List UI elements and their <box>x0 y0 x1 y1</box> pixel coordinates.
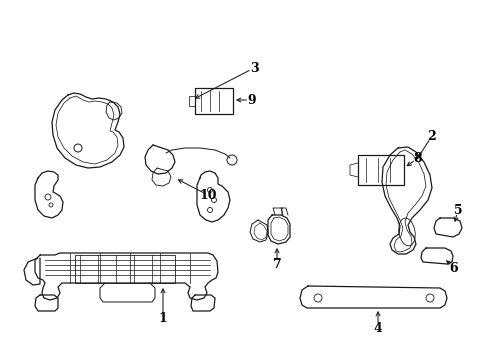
Text: 7: 7 <box>272 257 281 270</box>
Bar <box>357 155 403 185</box>
Text: 4: 4 <box>373 321 382 334</box>
Text: 6: 6 <box>449 261 457 274</box>
Text: 3: 3 <box>249 62 258 75</box>
Text: 5: 5 <box>453 203 461 216</box>
Text: 9: 9 <box>247 94 256 107</box>
Text: 8: 8 <box>413 152 422 165</box>
Bar <box>75 255 175 283</box>
Text: 1: 1 <box>158 311 167 324</box>
Text: 2: 2 <box>427 130 435 143</box>
Bar <box>195 88 232 114</box>
Text: 10: 10 <box>199 189 216 202</box>
